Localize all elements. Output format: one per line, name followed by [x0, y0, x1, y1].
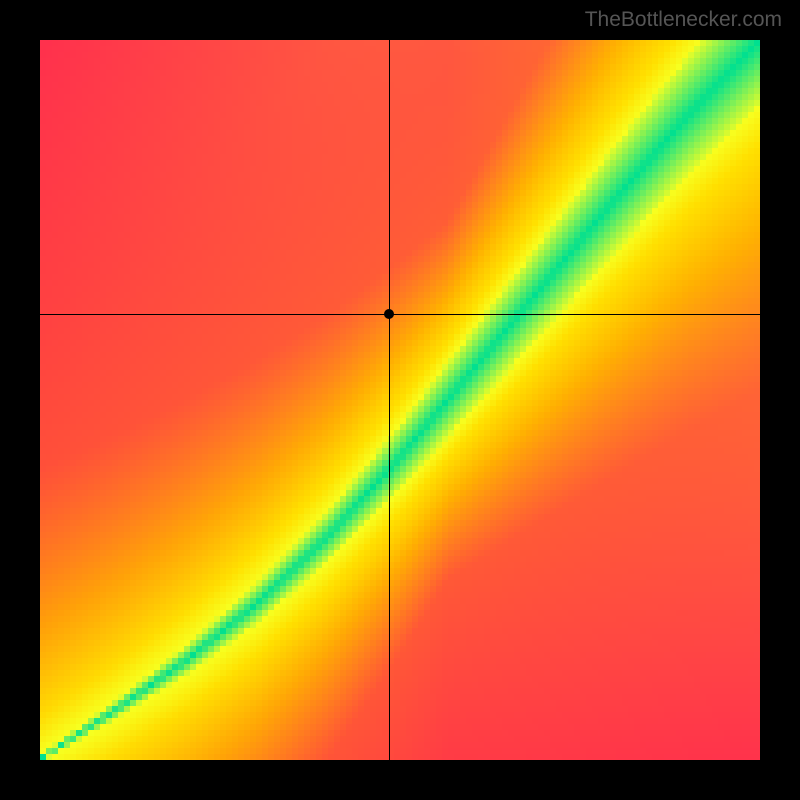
heatmap-canvas: [40, 40, 760, 760]
heatmap-plot: [40, 40, 760, 760]
crosshair-horizontal: [40, 314, 760, 315]
crosshair-marker: [384, 309, 394, 319]
watermark-text: TheBottlenecker.com: [585, 8, 782, 32]
crosshair-vertical: [389, 40, 390, 760]
